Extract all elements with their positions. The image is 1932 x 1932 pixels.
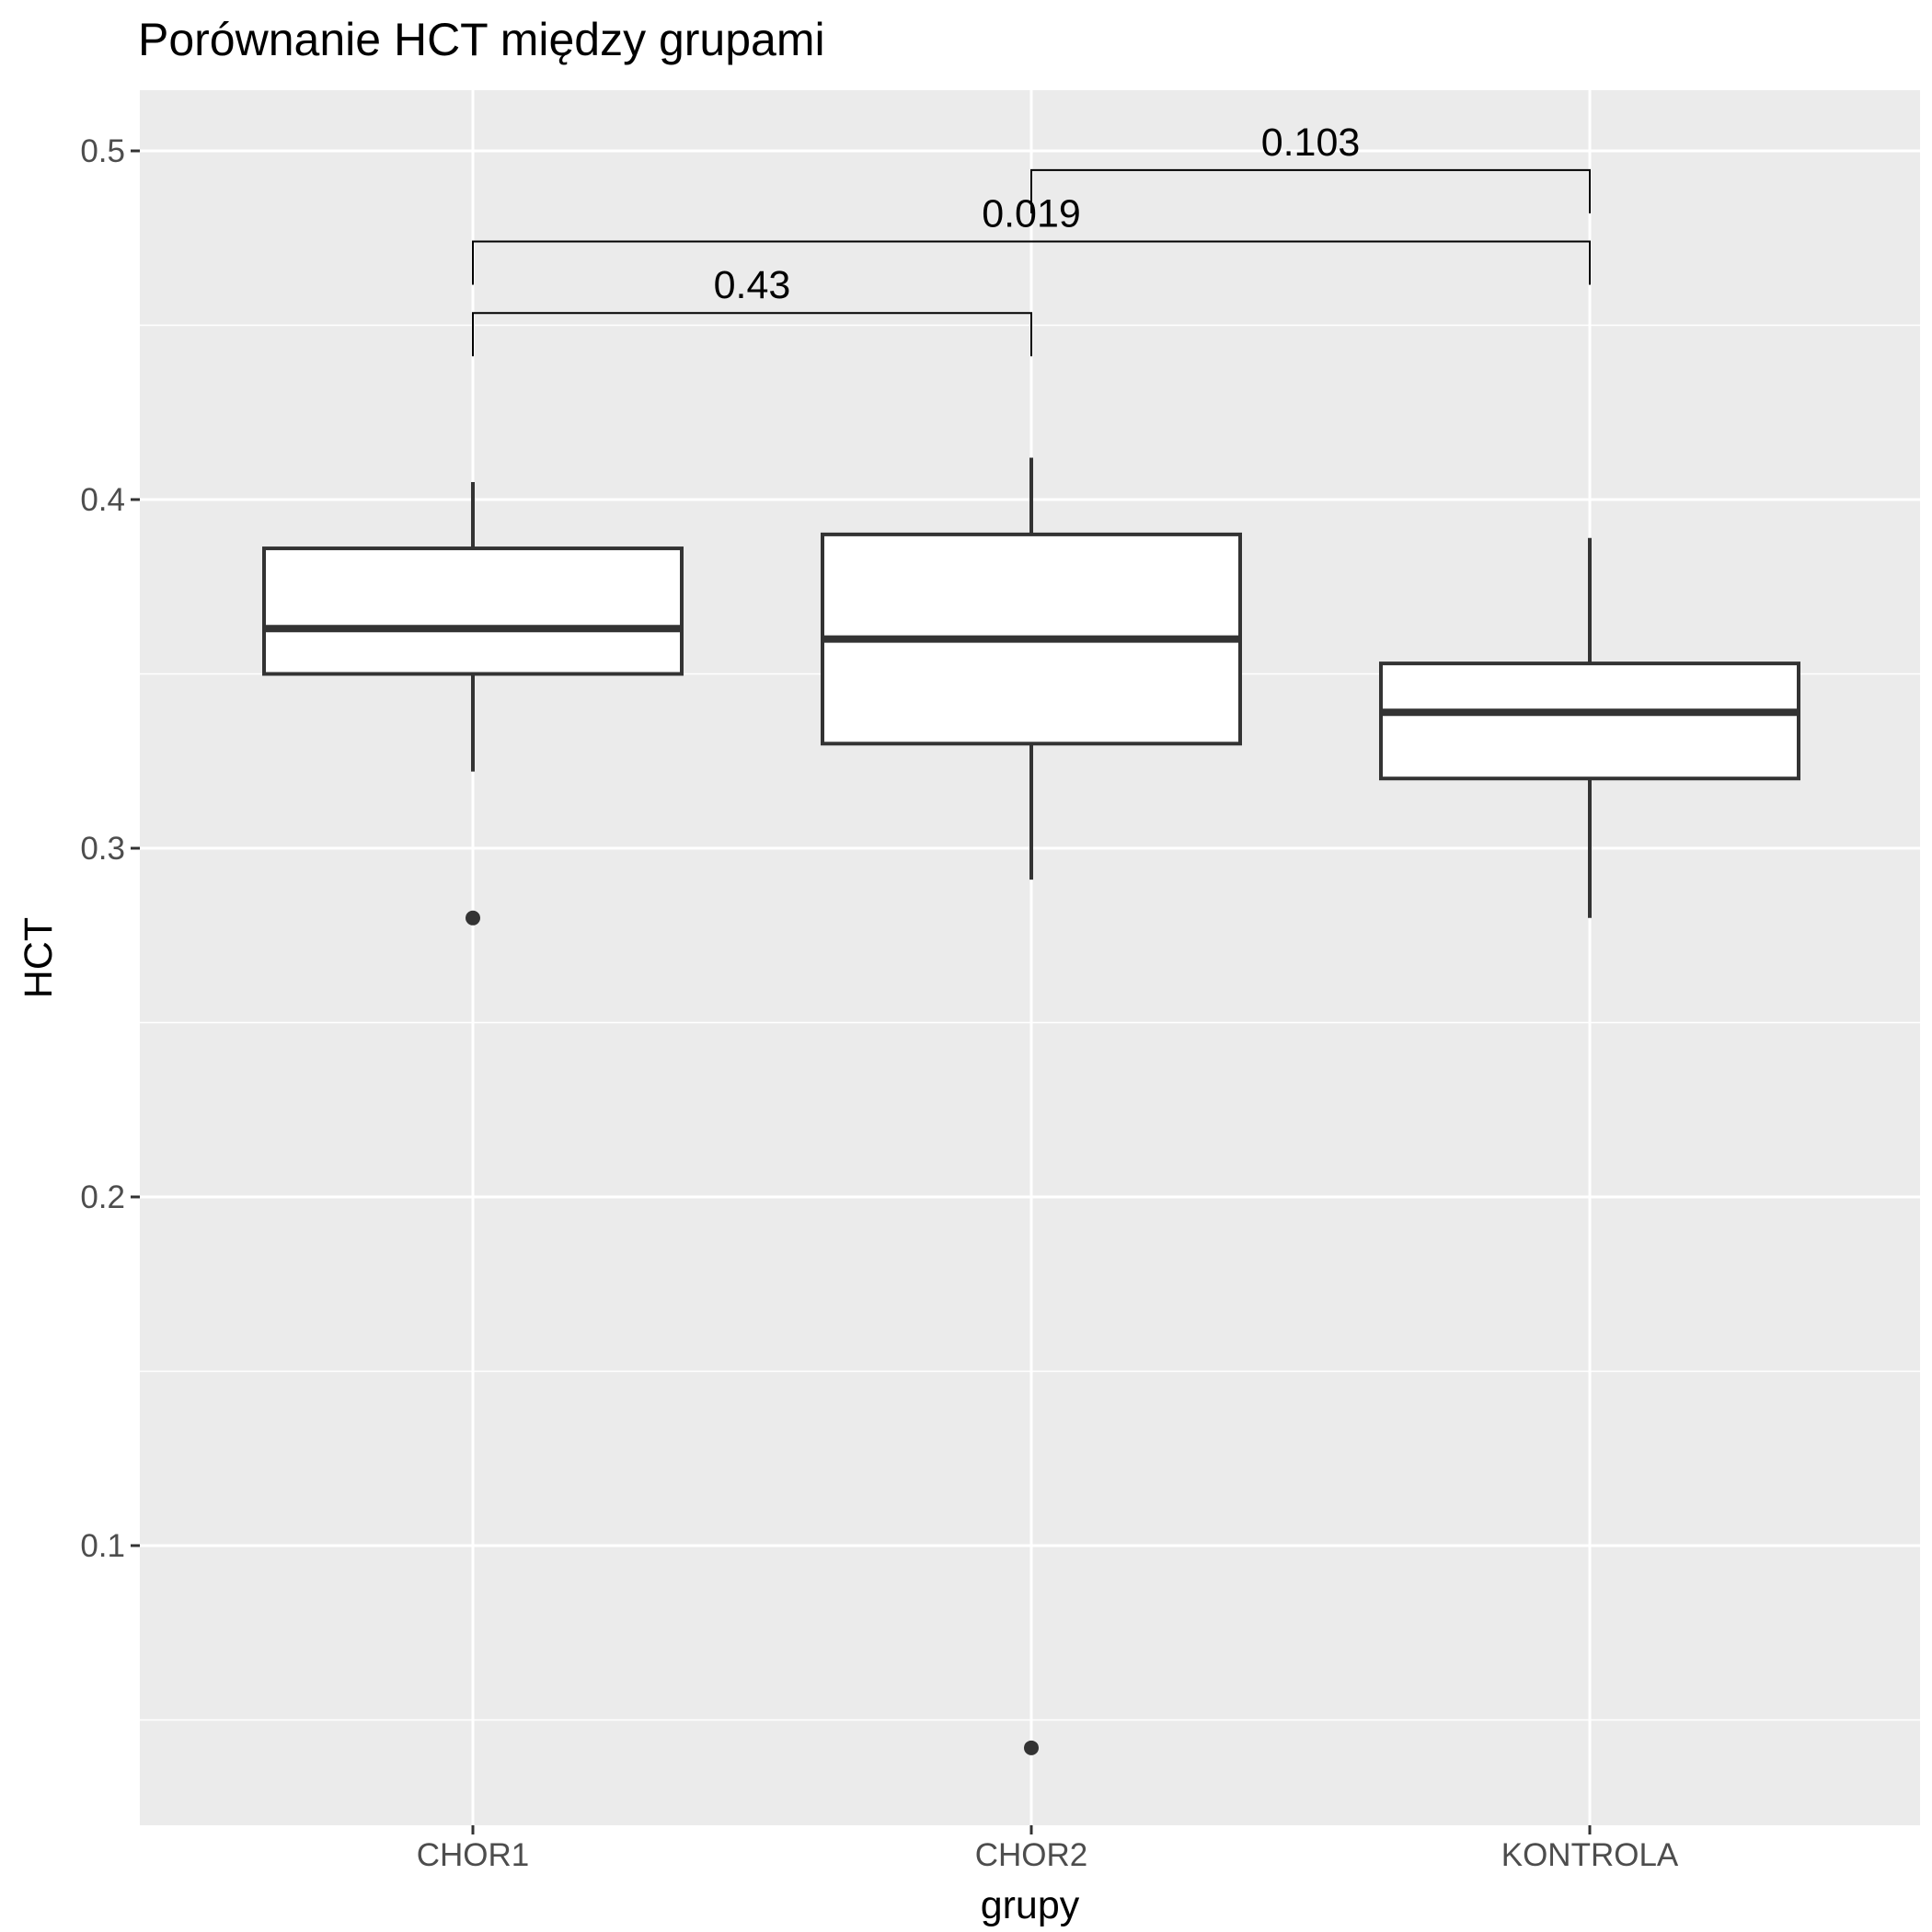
p-value-label: 0.103 — [1261, 121, 1361, 165]
y-tick-label: 0.5 — [80, 133, 125, 169]
y-axis-title: HCT — [17, 917, 61, 998]
y-tick-label: 0.3 — [80, 831, 125, 867]
y-tick-label: 0.2 — [80, 1179, 125, 1215]
outlier-point — [1024, 1740, 1039, 1755]
y-tick-label: 0.4 — [80, 482, 125, 518]
x-tick-label: CHOR2 — [975, 1837, 1088, 1873]
gridlines — [140, 90, 1920, 1825]
bracket-line — [472, 312, 1032, 357]
outlier-point — [466, 910, 480, 926]
x-tick-label: KONTROLA — [1501, 1837, 1679, 1873]
y-tick-label: 0.1 — [80, 1528, 125, 1564]
iqr-box — [1379, 661, 1800, 781]
x-tick-label: CHOR1 — [417, 1837, 530, 1873]
box-chor2 — [821, 457, 1242, 1755]
iqr-box — [262, 546, 684, 676]
p-value-label: 0.43 — [714, 263, 791, 307]
bracket-chor2-kontrola: 0.103 — [1030, 121, 1591, 213]
bracket-chor1-chor2: 0.43 — [472, 263, 1032, 357]
axis-ticks: 0.1 0.2 0.3 0.4 0.5 CHOR1 CHOR2 KONTROLA — [80, 133, 1679, 1873]
boxes — [262, 457, 1800, 1755]
chart-title: Porównanie HCT między grupami — [138, 14, 825, 65]
box-chor1 — [262, 482, 684, 926]
x-axis-title: grupy — [981, 1883, 1080, 1927]
bracket-line — [1030, 168, 1591, 213]
bracket-line — [472, 240, 1591, 285]
box-kontrola — [1379, 537, 1800, 918]
